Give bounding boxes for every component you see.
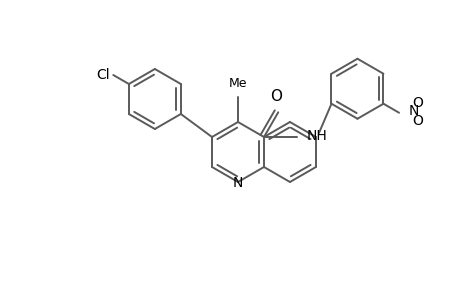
Text: N: N <box>232 176 243 190</box>
Text: N: N <box>408 104 419 118</box>
Text: O: O <box>412 114 423 128</box>
Text: Me: Me <box>228 76 247 89</box>
Text: NH: NH <box>306 129 327 143</box>
Text: Cl: Cl <box>96 68 110 82</box>
Text: O: O <box>269 89 282 104</box>
Text: O: O <box>412 96 423 110</box>
